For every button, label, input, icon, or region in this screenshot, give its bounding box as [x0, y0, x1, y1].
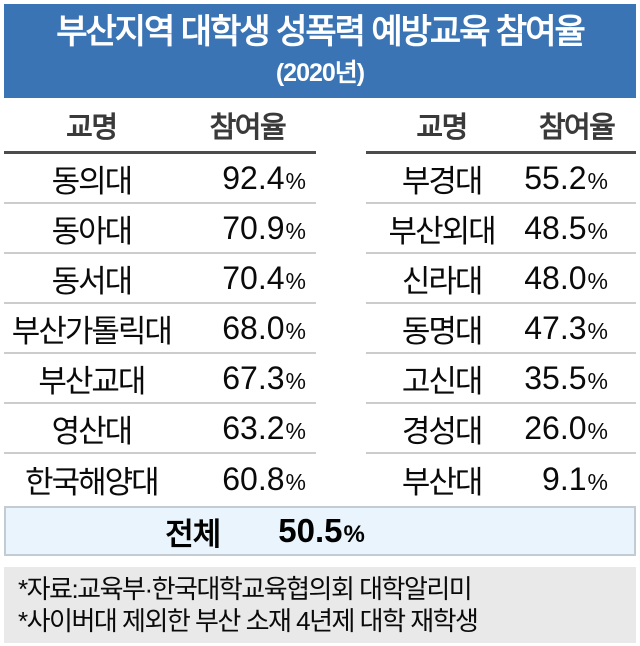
rate-number: 26.0: [524, 409, 587, 446]
page-title: 부산지역 대학생 성폭력 예방교육 참여율: [56, 13, 586, 52]
rate-number: 68.0: [222, 309, 285, 346]
school-name: 동의대: [51, 163, 134, 199]
percent-sign: %: [343, 521, 365, 548]
school-name: 동명대: [401, 313, 484, 349]
school-name: 부경대: [401, 163, 484, 199]
footnote-line-1: *자료:교육부·한국대학교육협의회 대학알리미: [18, 574, 473, 604]
left-table-header: 교명 참여율: [4, 98, 316, 154]
rate-value: 68.0%: [179, 310, 316, 347]
percent-sign: %: [587, 217, 608, 244]
percent-sign: %: [285, 267, 306, 294]
rate-value: 70.4%: [179, 260, 316, 297]
tables-container: 교명 참여율 동의대 92.4% 동아대 70.9% 동서대 70.4% 부산가…: [4, 98, 636, 504]
rate-value: 35.5%: [517, 360, 636, 397]
page-subtitle: (2020년): [275, 58, 365, 87]
table-row: 부산대 9.1%: [366, 454, 636, 504]
rate-number: 35.5: [524, 359, 587, 396]
school-name: 동아대: [51, 213, 134, 249]
rate-number: 48.5: [524, 209, 587, 246]
rate-value: 67.3%: [179, 360, 316, 397]
right-table: 교명 참여율 부경대 55.2% 부산외대 48.5% 신라대 48.0% 동명…: [366, 98, 636, 504]
title-banner: 부산지역 대학생 성폭력 예방교육 참여율 (2020년): [4, 4, 636, 98]
rate-value: 92.4%: [179, 160, 316, 197]
school-name: 부산대: [401, 464, 484, 500]
rate-value: 55.2%: [517, 160, 636, 197]
column-header-name: 교명: [416, 111, 468, 144]
column-header-rate: 참여율: [538, 111, 616, 144]
rate-value: 26.0%: [517, 410, 636, 447]
percent-sign: %: [285, 167, 306, 194]
left-table: 교명 참여율 동의대 92.4% 동아대 70.9% 동서대 70.4% 부산가…: [4, 98, 316, 504]
school-name: 신라대: [401, 263, 484, 299]
rate-number: 48.0: [524, 259, 587, 296]
table-row: 고신대 35.5%: [366, 354, 636, 404]
right-table-header: 교명 참여율: [366, 98, 636, 154]
rate-value: 47.3%: [517, 310, 636, 347]
table-row: 부산교대 67.3%: [4, 354, 316, 404]
school-name: 부산교대: [38, 363, 146, 399]
rate-value: 60.8%: [179, 461, 316, 498]
table-row: 동서대 70.4%: [4, 254, 316, 304]
total-value: 50.5%: [278, 512, 365, 550]
school-name: 고신대: [401, 363, 484, 399]
percent-sign: %: [285, 317, 306, 344]
table-row: 동의대 92.4%: [4, 154, 316, 204]
table-row: 한국해양대 60.8%: [4, 454, 316, 504]
rate-number: 60.8: [222, 460, 285, 497]
total-row: 전체 50.5%: [4, 506, 636, 556]
total-label: 전체: [165, 516, 221, 552]
rate-number: 55.2: [524, 159, 587, 196]
total-row-content: 전체 50.5%: [165, 509, 365, 554]
table-row: 동명대 47.3%: [366, 304, 636, 354]
column-header-rate: 참여율: [209, 111, 287, 144]
percent-sign: %: [587, 317, 608, 344]
rate-number: 47.3: [524, 309, 587, 346]
total-number: 50.5: [278, 512, 343, 549]
percent-sign: %: [587, 367, 608, 394]
school-name: 부산가톨릭대: [11, 313, 173, 349]
school-name: 한국해양대: [25, 464, 160, 500]
percent-sign: %: [285, 468, 306, 495]
school-name: 경성대: [401, 413, 484, 449]
table-row: 영산대 63.2%: [4, 404, 316, 454]
rate-value: 48.5%: [517, 210, 636, 247]
footnote-line-2: *사이버대 제외한 부산 소재 4년제 대학 재학생: [18, 606, 479, 636]
table-row: 부산외대 48.5%: [366, 204, 636, 254]
percent-sign: %: [285, 367, 306, 394]
rate-number: 92.4: [222, 159, 285, 196]
table-row: 경성대 26.0%: [366, 404, 636, 454]
rate-value: 70.9%: [179, 210, 316, 247]
rate-value: 63.2%: [179, 410, 316, 447]
rate-number: 70.4: [222, 259, 285, 296]
table-row: 부산가톨릭대 68.0%: [4, 304, 316, 354]
footnote-box: *자료:교육부·한국대학교육협의회 대학알리미 *사이버대 제외한 부산 소재 …: [4, 567, 636, 643]
percent-sign: %: [587, 167, 608, 194]
rate-number: 70.9: [222, 209, 285, 246]
column-header-name: 교명: [66, 111, 118, 144]
school-name: 영산대: [51, 413, 134, 449]
table-row: 부경대 55.2%: [366, 154, 636, 204]
rate-value: 48.0%: [517, 260, 636, 297]
percent-sign: %: [285, 417, 306, 444]
rate-number: 67.3: [222, 359, 285, 396]
table-row: 신라대 48.0%: [366, 254, 636, 304]
rate-value: 9.1%: [517, 461, 636, 498]
percent-sign: %: [285, 217, 306, 244]
percent-sign: %: [587, 267, 608, 294]
rate-number: 63.2: [222, 409, 285, 446]
rate-number: 9.1: [542, 460, 587, 497]
school-name: 동서대: [51, 263, 134, 299]
table-row: 동아대 70.9%: [4, 204, 316, 254]
percent-sign: %: [587, 417, 608, 444]
percent-sign: %: [587, 468, 608, 495]
school-name: 부산외대: [388, 213, 497, 249]
